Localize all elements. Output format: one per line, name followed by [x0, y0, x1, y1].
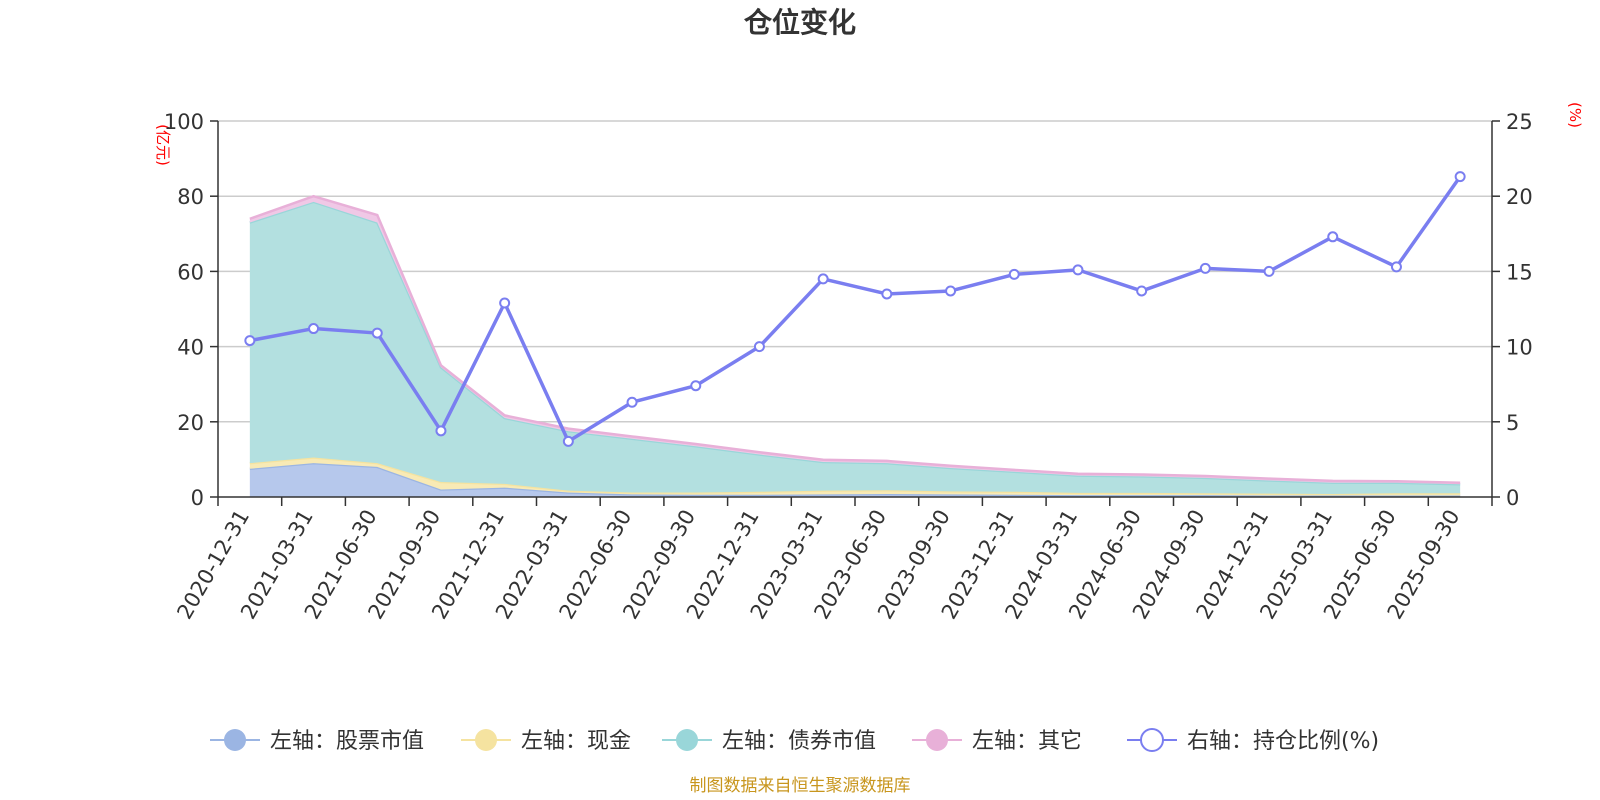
right-tick-label: 0: [1506, 486, 1519, 510]
ratio-point: [1199, 262, 1211, 274]
area-edge-series-3: [249, 194, 1461, 484]
right-axis-unit: (%): [1566, 102, 1584, 128]
ratio-point: [1136, 285, 1148, 297]
ratio-point: [1454, 171, 1466, 183]
ratio-point: [945, 285, 957, 297]
data-source-note: 制图数据来自恒生聚源数据库: [690, 776, 911, 796]
legend-label-0: 左轴：股票市值: [270, 729, 424, 754]
right-tick-label: 10: [1506, 336, 1533, 360]
legend-marker-0: [224, 729, 246, 751]
chart-title: 仓位变化: [744, 6, 856, 39]
ratio-point: [690, 380, 702, 392]
ratio-point: [1390, 261, 1402, 273]
stacked-areas: [249, 194, 1461, 497]
legend-label-2: 左轴：债券市值: [722, 729, 876, 754]
ratio-point: [371, 327, 383, 339]
ratio-point: [435, 425, 447, 437]
legend-marker-2: [676, 729, 698, 751]
left-tick-label: 100: [164, 110, 204, 134]
ratio-point: [1327, 231, 1339, 243]
area-series-0: [249, 463, 1461, 497]
right-tick-label: 25: [1506, 110, 1533, 134]
ratio-point: [244, 335, 256, 347]
ratio-point: [1263, 265, 1275, 277]
ratio-point: [499, 297, 511, 309]
ratio-point: [308, 323, 320, 335]
left-axis-unit: (亿元): [154, 124, 172, 166]
left-tick-label: 80: [177, 185, 204, 209]
left-tick-label: 60: [177, 260, 204, 284]
legend: 左轴：股票市值 左轴：现金 左轴：债券市值 左轴：其它 右轴：持仓比例(%): [210, 728, 1379, 754]
legend-label-3: 左轴：其它: [972, 729, 1082, 754]
ratio-point: [1072, 264, 1084, 276]
left-tick-label: 20: [177, 411, 204, 435]
ratio-line-series: [244, 171, 1466, 447]
grid-lines: [218, 120, 1492, 423]
ratio-line: [249, 175, 1462, 444]
left-tick-label: 0: [191, 486, 204, 510]
legend-marker-3: [926, 729, 948, 751]
legend-label-1: 左轴：现金: [521, 729, 631, 754]
ratio-point: [817, 273, 829, 285]
legend-marker-1: [475, 729, 497, 751]
ratio-point: [881, 288, 893, 300]
ratio-point: [562, 435, 574, 447]
ratio-point: [626, 396, 638, 408]
legend-label-4: 右轴：持仓比例(%): [1187, 729, 1379, 754]
right-tick-label: 15: [1506, 260, 1533, 284]
right-tick-label: 5: [1506, 411, 1519, 435]
area-series-2: [249, 201, 1461, 494]
right-tick-label: 20: [1506, 185, 1533, 209]
legend-marker-4: [1140, 728, 1164, 752]
ratio-point: [753, 341, 765, 353]
area-edge-series-1: [249, 456, 1461, 496]
left-tick-label: 40: [177, 336, 204, 360]
ratio-point: [1008, 268, 1020, 280]
